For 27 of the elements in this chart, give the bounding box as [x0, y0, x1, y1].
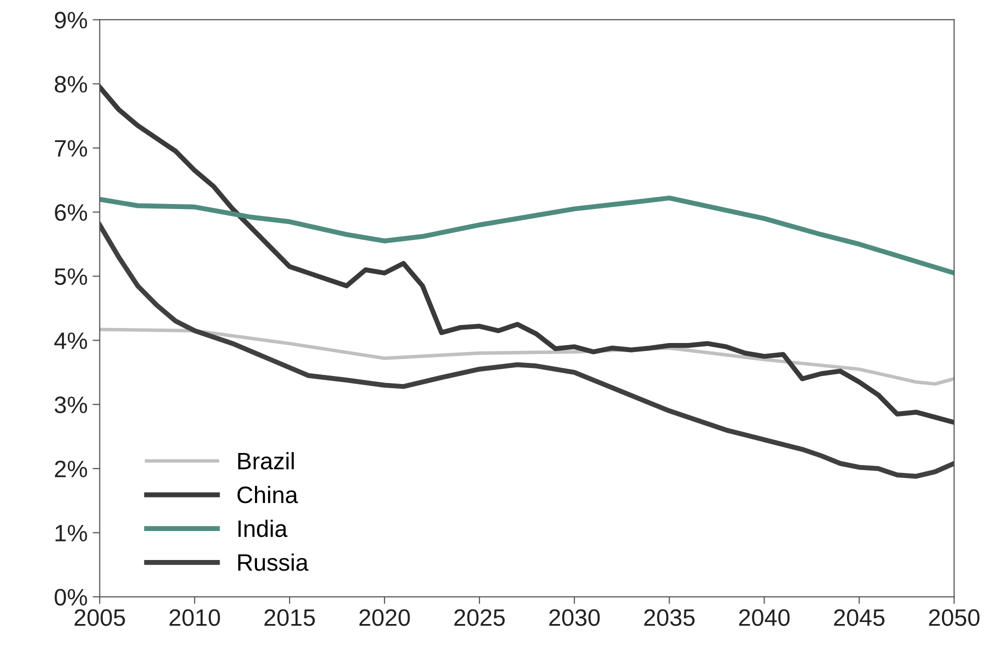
- y-tick-label: 9%: [54, 12, 88, 29]
- legend-label: China: [238, 486, 298, 504]
- x-tick-label: 2025: [454, 609, 505, 626]
- y-tick-label: 4%: [54, 332, 88, 350]
- y-tick-label: 3%: [54, 396, 88, 414]
- x-tick-label: 2010: [170, 609, 220, 626]
- x-tick-label: 2040: [739, 609, 790, 626]
- legend-label: Russia: [238, 554, 308, 571]
- legend-label: Brazil: [238, 452, 294, 470]
- x-tick-label: 2005: [74, 609, 125, 626]
- line-series: [100, 84, 954, 425]
- x-tick-label: 2050: [929, 609, 980, 626]
- x-tick-label: 2030: [549, 609, 600, 626]
- y-tick-label: 1%: [56, 524, 88, 542]
- y-tick-label: 6%: [54, 204, 88, 221]
- x-tick-label: 2035: [644, 609, 695, 626]
- y-tick-label: 2%: [54, 460, 88, 478]
- y-tick-label: 8%: [54, 76, 88, 93]
- x-tick-label: 2015: [264, 609, 315, 626]
- line-series: [100, 222, 954, 479]
- y-tick-label: 7%: [54, 140, 88, 157]
- x-tick-label: 2045: [834, 609, 884, 626]
- x-tick-label: 2020: [359, 609, 410, 626]
- y-tick-label: 5%: [54, 268, 88, 285]
- line-series: [100, 196, 954, 276]
- y-tick-label: 0%: [54, 588, 88, 606]
- legend-label: India: [238, 520, 288, 538]
